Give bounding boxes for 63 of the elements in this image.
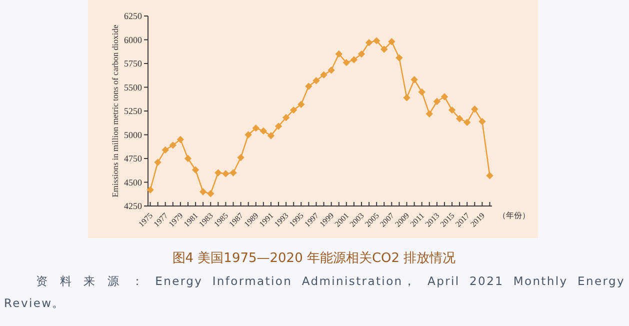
point	[418, 88, 426, 96]
point	[222, 170, 230, 178]
y-tick-label: 6250	[124, 11, 142, 21]
y-tick-label: 5250	[124, 106, 142, 116]
x-tick-label: 1991	[258, 211, 276, 229]
point	[464, 118, 471, 126]
point	[230, 169, 237, 176]
point	[237, 154, 244, 162]
point	[365, 39, 373, 46]
y-tick-label: 6000	[124, 34, 142, 45]
y-tick-label: 4250	[124, 201, 142, 211]
point	[388, 38, 396, 46]
point	[312, 77, 320, 84]
point	[192, 166, 200, 174]
point	[146, 186, 154, 194]
text: 资 料 来 源 ： Energy Information Administration， April 2021 Monthly Energy Review。	[4, 273, 625, 312]
point	[380, 46, 388, 53]
point	[358, 50, 366, 58]
x-tick-label: 2001	[332, 211, 351, 229]
point	[456, 115, 464, 122]
point	[320, 71, 328, 78]
x-tick-label: 1981	[182, 211, 200, 229]
point	[282, 114, 290, 122]
point	[252, 124, 260, 132]
point	[199, 188, 207, 196]
point	[448, 106, 456, 114]
point	[154, 158, 162, 166]
point	[290, 106, 298, 114]
point	[403, 94, 410, 102]
point	[486, 172, 494, 180]
point	[396, 54, 403, 62]
point	[267, 132, 275, 140]
point	[162, 146, 169, 154]
point	[440, 93, 448, 100]
point	[207, 190, 214, 198]
point	[433, 98, 441, 106]
y-tick-label: 4500	[124, 177, 142, 188]
point	[274, 122, 282, 130]
point	[176, 136, 184, 144]
point	[214, 169, 222, 176]
text: 图4 美国1975—2020 年能源相关CO2 排放情况	[172, 250, 456, 266]
point	[471, 106, 478, 113]
y-tick-label: 5750	[124, 58, 142, 68]
point	[305, 82, 312, 90]
point	[426, 110, 433, 118]
point	[298, 100, 305, 108]
point	[328, 66, 335, 74]
point	[335, 50, 342, 58]
point	[169, 142, 176, 149]
point	[478, 118, 486, 126]
y-tick-label: 4750	[124, 154, 142, 164]
x-axis-title: （年份）	[498, 211, 530, 220]
x-tick-label: 2011	[408, 211, 426, 229]
point	[244, 131, 252, 138]
y-tick-label: 5500	[124, 82, 142, 92]
point	[184, 154, 192, 162]
point	[342, 58, 350, 66]
y-tick-label: 5000	[124, 130, 142, 140]
y-axis-title: Emissions in million metric tons of carbon dioxide	[110, 24, 120, 198]
point	[372, 37, 380, 44]
point	[410, 76, 418, 84]
point	[350, 56, 358, 64]
point	[260, 127, 268, 135]
